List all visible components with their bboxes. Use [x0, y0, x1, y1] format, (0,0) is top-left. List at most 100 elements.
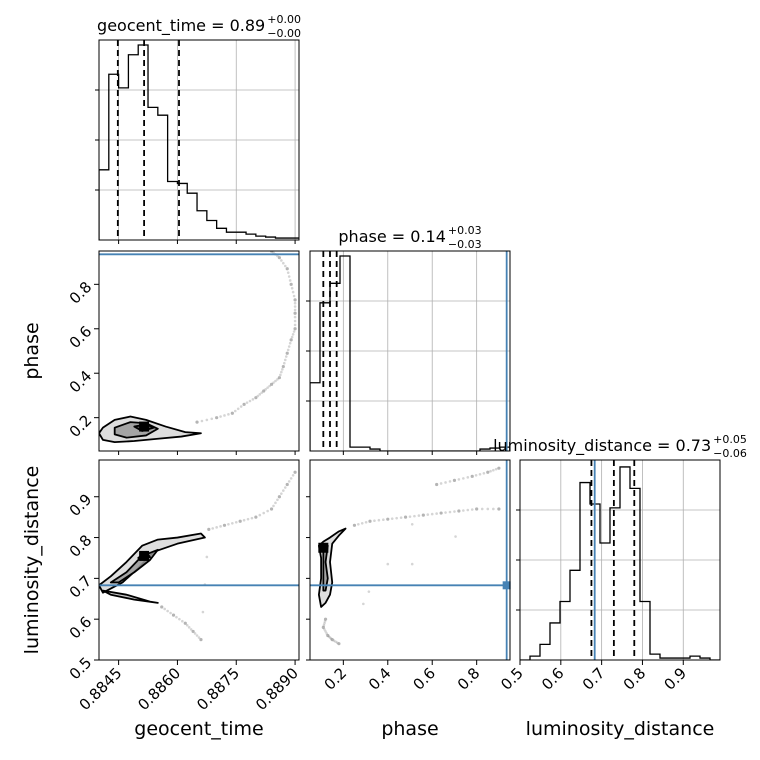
title-sup-luminosity_distance: +0.05 [713, 433, 747, 446]
scatter-point [189, 628, 193, 631]
scatter-point [293, 323, 297, 327]
scatter-point [289, 338, 293, 342]
scatter-point [291, 290, 295, 294]
scatter-point [197, 636, 201, 639]
scatter-point [323, 621, 326, 625]
scatter-point [193, 632, 197, 635]
scatter-point [430, 512, 434, 516]
scatter-point [290, 286, 294, 290]
title-sub-phase: −0.03 [448, 238, 482, 251]
scatter-point [286, 271, 290, 274]
scatter-point [362, 602, 365, 606]
scatter-point [466, 508, 470, 512]
scatter-point [205, 555, 209, 559]
scatter-point [230, 411, 234, 415]
title-sub-luminosity_distance: −0.06 [713, 447, 747, 460]
scatter-point [242, 402, 246, 406]
scatter-point [219, 415, 222, 418]
scatter-point [288, 341, 292, 345]
scatter-point [277, 495, 281, 499]
x-tick-label-geocent_time: 0.8860 [134, 664, 184, 714]
scatter-point [268, 384, 271, 388]
x-tick-label-luminosity_distance: 0.8 [620, 664, 650, 694]
scatter-point [283, 358, 287, 362]
scatter-point [470, 508, 474, 511]
x-tick-label-luminosity_distance: 0.6 [538, 664, 568, 694]
scatter-point [205, 418, 209, 422]
scatter-point [239, 405, 243, 408]
scatter-point [185, 624, 189, 627]
scatter-point [222, 523, 227, 527]
scatter-point [453, 510, 456, 513]
scatter-point [328, 636, 332, 639]
scatter-point [352, 523, 357, 527]
scatter-point [264, 388, 267, 391]
scatter-point [280, 492, 283, 495]
x-axis-label-luminosity_distance: luminosity_distance [526, 718, 715, 740]
hist-panel-phase [306, 250, 511, 452]
scatter-point [322, 624, 326, 627]
scatter-point [227, 522, 230, 526]
scatter-point [386, 562, 390, 566]
scatter-point [246, 517, 250, 521]
scatter-point [293, 308, 297, 312]
scatter-point [282, 489, 285, 492]
scatter-point [399, 516, 403, 519]
y-axis-label-phase: phase [21, 322, 43, 379]
scatter-point [258, 393, 262, 396]
scatter-point [284, 355, 288, 358]
x-tick-label-phase: 0.6 [409, 664, 439, 694]
scatter-point [238, 519, 242, 523]
scatter-point [258, 513, 262, 517]
scatter-point [462, 509, 465, 512]
scatter-point [293, 305, 297, 308]
scatter-point [330, 637, 334, 642]
x-tick-label-geocent_time: 0.8890 [252, 664, 302, 714]
histogram-step-geocent_time [99, 44, 299, 240]
title-sup-geocent_time: +0.00 [267, 13, 301, 26]
scatter-point [199, 637, 203, 642]
scatter-point [390, 517, 394, 520]
x-tick-label-phase: 0.4 [365, 664, 395, 694]
scatter-point [382, 518, 385, 521]
scatter-point [335, 641, 339, 644]
scatter-point [276, 254, 279, 258]
scatter-point [324, 630, 327, 633]
scatter-point [489, 469, 492, 473]
title-main-luminosity_distance: luminosity_distance = 0.73 [493, 436, 711, 456]
pair-content [317, 466, 501, 646]
scatter-point [364, 520, 368, 524]
scatter-point [448, 510, 452, 514]
scatter-point [166, 609, 169, 613]
scatter-point [439, 482, 443, 485]
scatter-point [497, 507, 501, 511]
contour-level [102, 589, 159, 604]
scatter-point [417, 514, 421, 517]
scatter-point [321, 625, 325, 629]
scatter-point [293, 315, 297, 319]
scatter-point [293, 327, 297, 331]
scatter-point [323, 617, 328, 621]
scatter-point [337, 642, 341, 646]
scatter-point [272, 504, 275, 508]
scatter-point [293, 301, 297, 305]
scatter-point [183, 621, 187, 625]
scatter-point [245, 401, 249, 404]
scatter-point [377, 518, 381, 522]
histogram-step-phase [310, 255, 510, 451]
scatter-point [426, 513, 430, 516]
scatter-point [274, 379, 277, 383]
scatter-point [276, 498, 279, 502]
scatter-point [227, 413, 230, 416]
scatter-point [410, 562, 414, 566]
pair-panel-geocent_time-phase [94, 250, 300, 455]
scatter-point [282, 361, 286, 365]
scatter-point [200, 419, 204, 423]
scatter-point [262, 511, 266, 515]
scatter-point [466, 476, 470, 479]
hist-panel-luminosity_distance [516, 459, 721, 661]
scatter-point [486, 470, 490, 474]
scatter-point [326, 633, 330, 638]
scatter-point [492, 468, 495, 472]
